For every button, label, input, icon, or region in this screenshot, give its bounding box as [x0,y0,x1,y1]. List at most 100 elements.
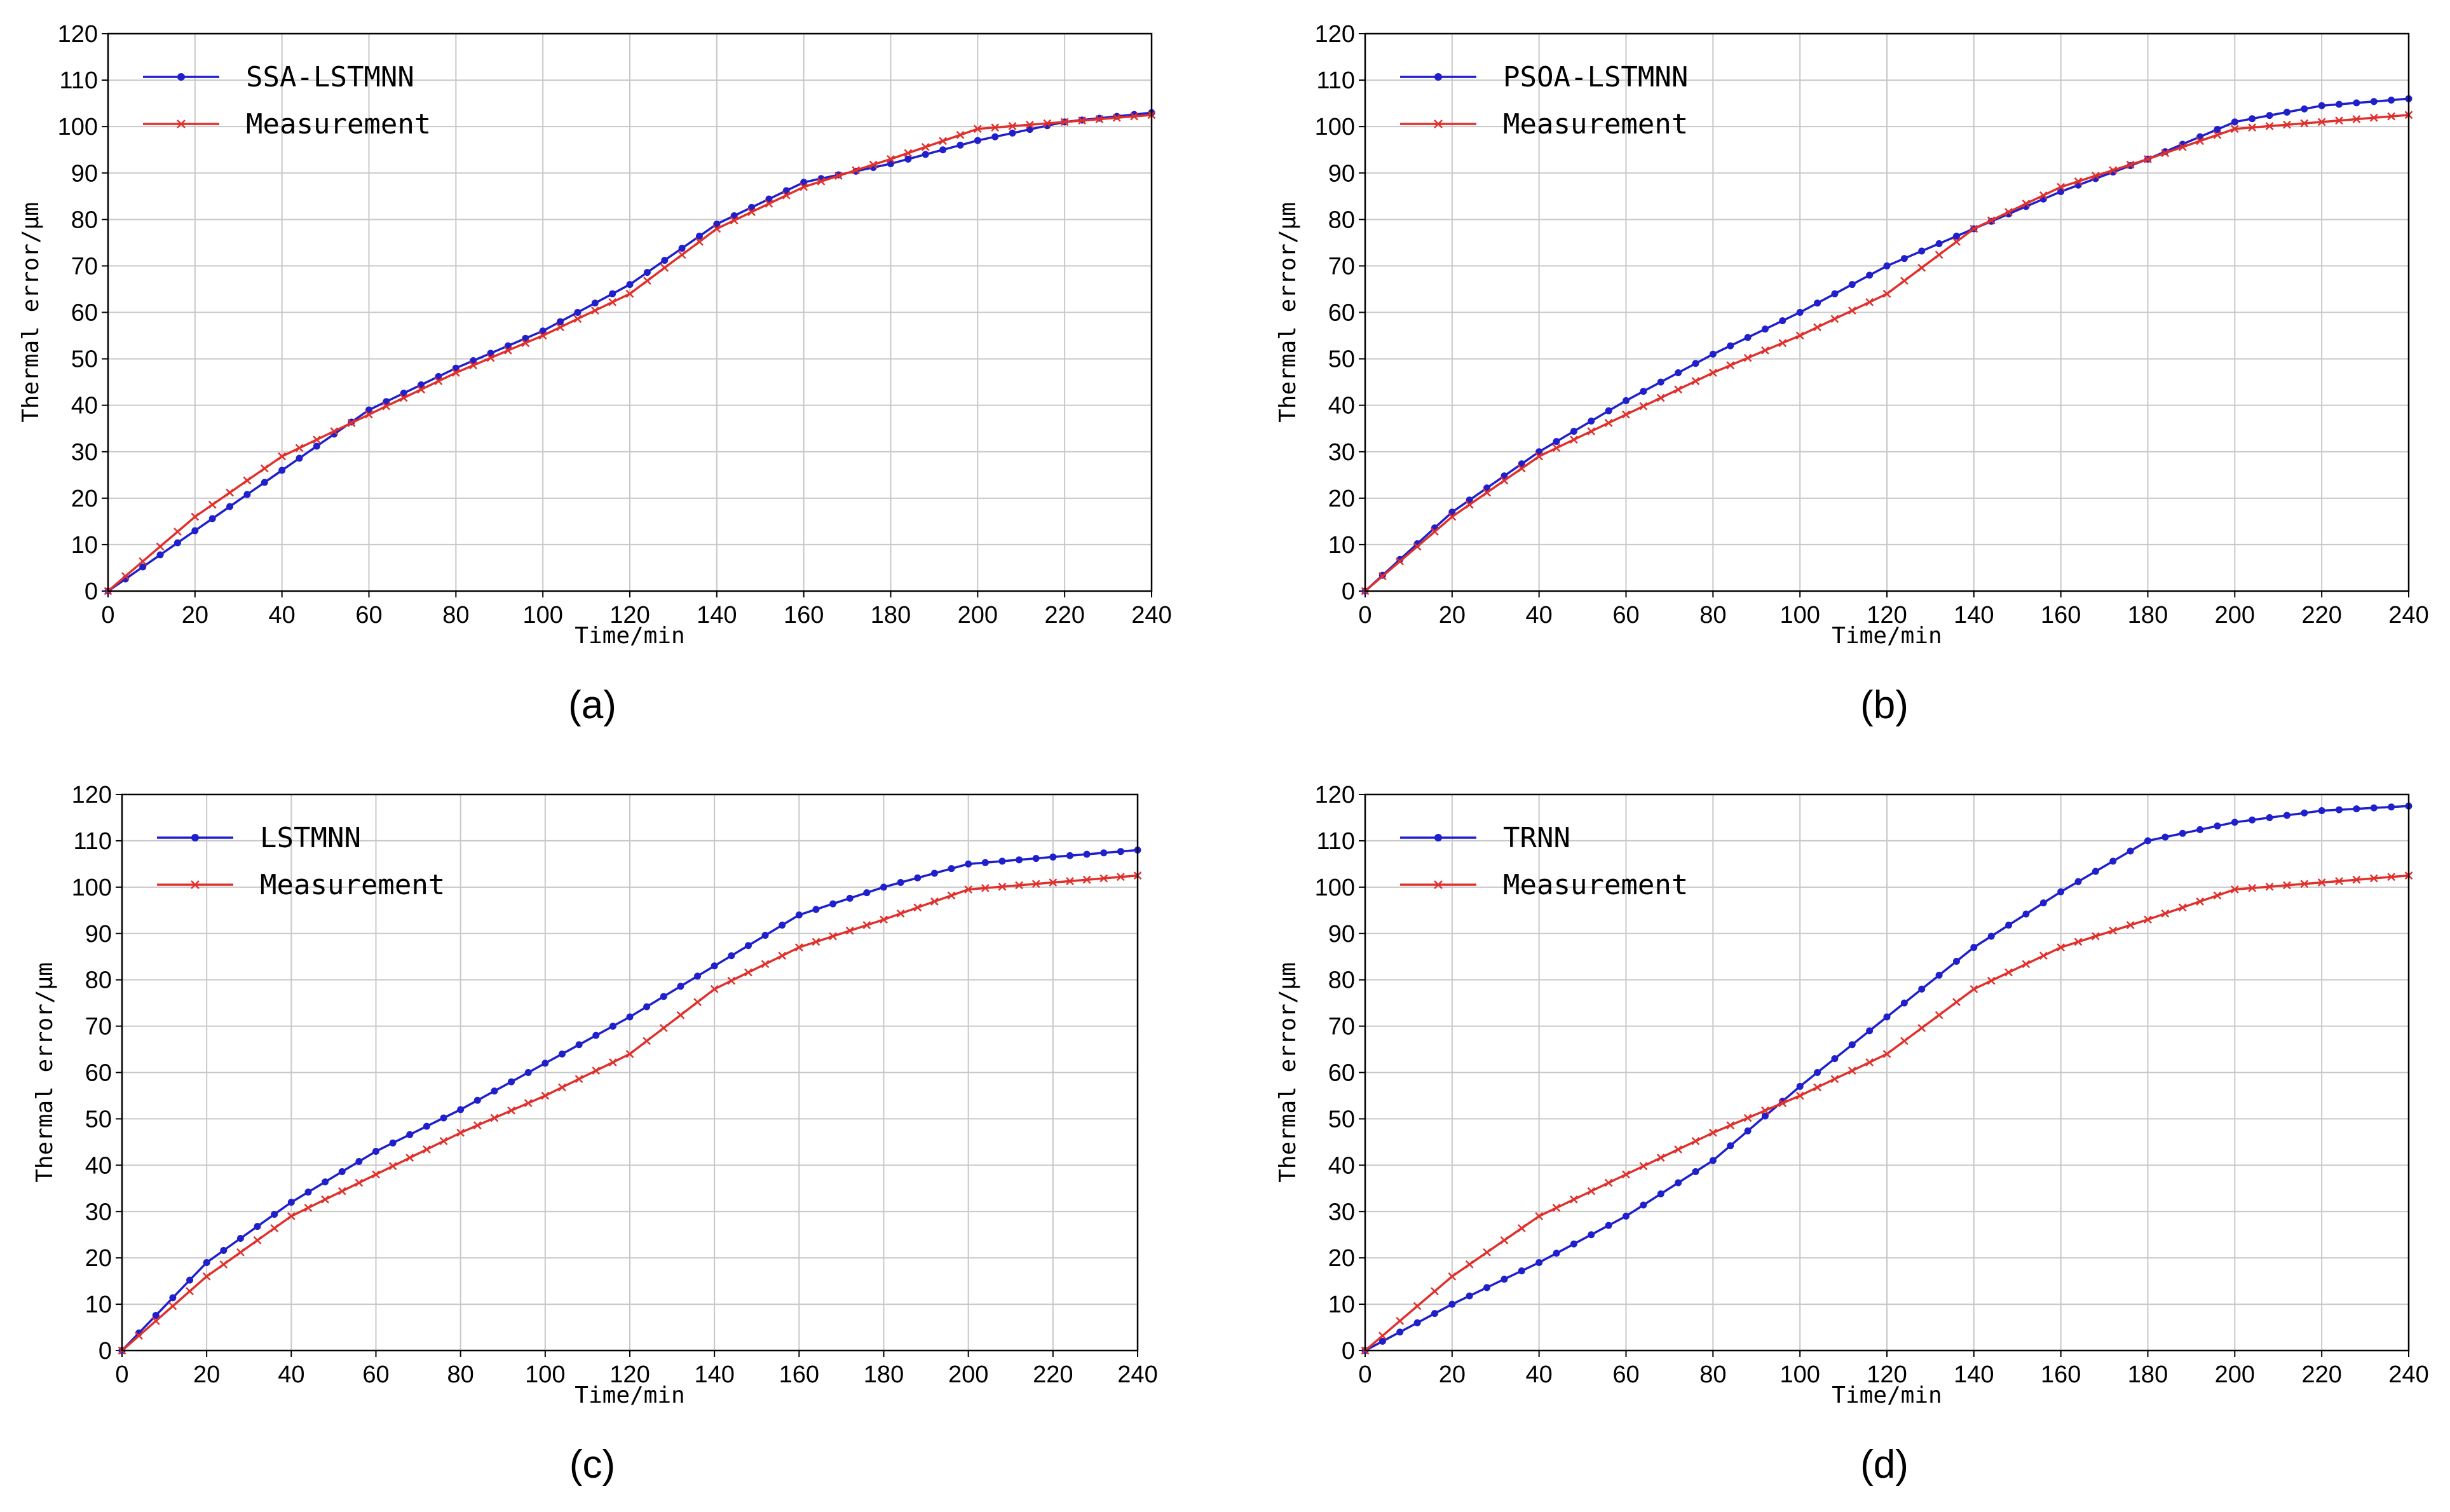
legend-marker [177,119,186,128]
x-tick-label: 100 [1780,602,1820,629]
series-marker [1743,353,1752,362]
series-marker [1656,393,1665,402]
chart-panel-2: 0 20 40 60 80 100 120 140 160 180 200 220 240 0 10 20 30… [1275,21,2429,727]
series-marker [1675,1179,1682,1187]
series-marker [2074,177,2083,186]
series-marker [1009,129,1016,137]
series-marker [278,452,287,461]
series-marker [609,1023,616,1030]
series-marker [695,233,703,240]
series-marker [880,915,888,924]
series-marker [1535,1212,1544,1220]
series-marker [2387,112,2396,121]
series-marker [372,1170,380,1179]
y-tick-label: 100 [72,875,112,901]
series-marker [330,427,339,435]
series-marker [779,922,786,929]
series-marker [660,263,669,272]
y-tick-label: 70 [71,253,98,280]
series-marker [1552,444,1561,453]
series-marker [208,500,217,509]
y-tick-label: 100 [1315,114,1355,140]
series-marker [1518,1267,1525,1275]
series-marker [1100,849,1108,857]
series-marker [643,269,651,276]
series-marker [2092,932,2100,941]
series-marker [2004,968,2013,977]
series-marker [2300,119,2309,128]
series-marker [1130,112,1139,121]
x-tick-label: 120 [1867,602,1907,629]
series-marker [948,865,955,873]
series-marker [295,444,304,453]
series-marker [2179,829,2186,837]
series-marker [2387,873,2396,882]
series-marker [473,1121,482,1130]
series-marker [2248,883,2257,892]
series-marker [1535,1258,1543,1266]
series-marker [2109,166,2118,175]
series-marker [169,1294,177,1302]
series-marker [2283,120,2291,129]
series-marker [1656,1154,1665,1162]
series-marker [2074,878,2082,885]
series-marker [2022,200,2031,208]
series-marker [1657,378,1664,386]
series-marker [2369,874,2378,883]
series-marker [1726,361,1735,370]
y-tick-label: 90 [1328,921,1355,948]
series-marker [287,1199,295,1206]
subfigure-caption: (d) [1860,1443,1909,1487]
legend-marker [191,834,199,841]
series-marker [382,402,391,411]
series-marker [156,542,165,551]
x-tick-label: 100 [522,602,562,629]
series-marker [2196,897,2204,906]
series-marker [1032,855,1040,862]
series-marker [1814,299,1821,307]
series-marker [1604,419,1613,427]
y-tick-label: 20 [71,486,98,512]
y-tick-label: 20 [85,1245,112,1272]
series-1 [118,847,1141,1354]
x-tick-label: 20 [1439,1361,1466,1388]
series-marker [487,350,494,357]
series-marker [1639,402,1648,411]
series-marker [1378,572,1387,580]
series-marker [521,339,530,348]
x-tick-label: 140 [694,1361,734,1388]
series-marker [243,491,251,498]
series-marker [869,160,878,169]
series-marker [1900,276,1909,285]
x-tick-label: 60 [362,1361,389,1388]
series-marker [1483,488,1491,497]
series-marker [1639,1162,1648,1171]
subfigure-caption: (b) [1860,683,1909,727]
x-tick-label: 180 [2128,1361,2168,1388]
series-marker [1761,1112,1769,1120]
series-marker [236,1248,245,1257]
series-marker [846,894,854,902]
y-axis-label: Thermal error/μm [1275,962,1301,1183]
series-2 [1361,111,2413,596]
series-marker [862,921,871,930]
series-marker [2336,100,2343,108]
series-marker [1588,1231,1595,1239]
series-marker [1830,1075,1839,1084]
series-marker [1813,323,1821,332]
series-marker [1709,1157,1717,1164]
x-tick-label: 60 [1612,602,1639,629]
series-marker [1396,1316,1405,1325]
series-marker [121,572,130,580]
x-tick-label: 200 [2215,1361,2255,1388]
series-marker [1761,1106,1769,1115]
series-marker [406,1131,414,1138]
y-tick-label: 10 [85,1291,112,1318]
x-tick-label: 240 [2388,602,2428,629]
series-marker [592,1032,600,1039]
legend-entry: Measurement [1503,869,1688,901]
legend-marker [191,880,200,889]
x-axis-label: Time/min [575,623,684,649]
series-marker [1448,512,1457,521]
series-marker [1008,122,1017,130]
